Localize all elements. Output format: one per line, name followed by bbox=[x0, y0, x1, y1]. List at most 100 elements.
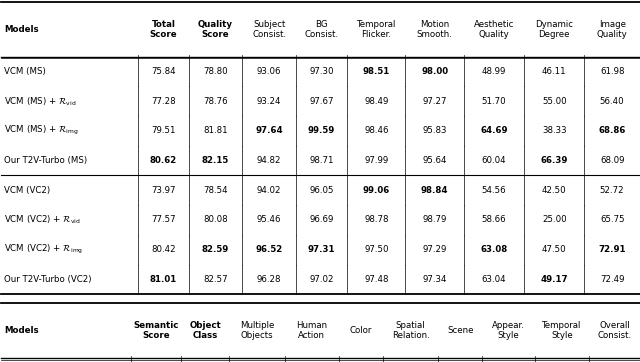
Text: 81.01: 81.01 bbox=[150, 275, 177, 284]
Text: 98.49: 98.49 bbox=[364, 97, 388, 106]
Text: 82.15: 82.15 bbox=[202, 156, 229, 165]
Text: Multiple
Objects: Multiple Objects bbox=[240, 321, 274, 340]
Text: 77.28: 77.28 bbox=[151, 97, 176, 106]
Text: 48.99: 48.99 bbox=[482, 67, 506, 76]
Text: Object
Class: Object Class bbox=[189, 321, 221, 340]
Text: Quality
Score: Quality Score bbox=[198, 20, 233, 39]
Text: 51.70: 51.70 bbox=[482, 97, 506, 106]
Text: 98.79: 98.79 bbox=[422, 215, 447, 224]
Text: 52.72: 52.72 bbox=[600, 186, 625, 195]
Text: Color: Color bbox=[350, 326, 372, 335]
Text: 82.57: 82.57 bbox=[203, 275, 228, 284]
Text: VCM (VC2): VCM (VC2) bbox=[4, 186, 50, 195]
Text: 97.30: 97.30 bbox=[309, 67, 334, 76]
Text: 38.33: 38.33 bbox=[542, 126, 566, 135]
Text: Dynamic
Degree: Dynamic Degree bbox=[535, 20, 573, 39]
Text: VCM (MS) + $\mathcal{R}_{\mathrm{vid}}$: VCM (MS) + $\mathcal{R}_{\mathrm{vid}}$ bbox=[4, 95, 76, 108]
Text: 95.46: 95.46 bbox=[257, 215, 282, 224]
Text: 80.62: 80.62 bbox=[150, 156, 177, 165]
Text: 66.39: 66.39 bbox=[541, 156, 568, 165]
Text: 78.80: 78.80 bbox=[203, 67, 228, 76]
Text: 68.86: 68.86 bbox=[598, 126, 626, 135]
Text: 63.08: 63.08 bbox=[481, 245, 508, 254]
Text: Our T2V-Turbo (VC2): Our T2V-Turbo (VC2) bbox=[4, 275, 92, 284]
Text: 97.27: 97.27 bbox=[422, 97, 447, 106]
Text: 97.64: 97.64 bbox=[255, 126, 283, 135]
Text: 98.78: 98.78 bbox=[364, 215, 388, 224]
Text: Models: Models bbox=[4, 25, 38, 34]
Text: 97.48: 97.48 bbox=[364, 275, 388, 284]
Text: 95.83: 95.83 bbox=[422, 126, 447, 135]
Text: 97.02: 97.02 bbox=[309, 275, 334, 284]
Text: VCM (MS): VCM (MS) bbox=[4, 67, 45, 76]
Text: Overall
Consist.: Overall Consist. bbox=[598, 321, 632, 340]
Text: 99.06: 99.06 bbox=[363, 186, 390, 195]
Text: 60.04: 60.04 bbox=[482, 156, 506, 165]
Text: 81.81: 81.81 bbox=[203, 126, 228, 135]
Text: 94.82: 94.82 bbox=[257, 156, 282, 165]
Text: 65.75: 65.75 bbox=[600, 215, 625, 224]
Text: 78.76: 78.76 bbox=[203, 97, 228, 106]
Text: Spatial
Relation.: Spatial Relation. bbox=[392, 321, 429, 340]
Text: 47.50: 47.50 bbox=[542, 245, 566, 254]
Text: 25.00: 25.00 bbox=[542, 215, 566, 224]
Text: 79.51: 79.51 bbox=[151, 126, 176, 135]
Text: 98.71: 98.71 bbox=[309, 156, 334, 165]
Text: 98.84: 98.84 bbox=[421, 186, 449, 195]
Text: 42.50: 42.50 bbox=[542, 186, 566, 195]
Text: 98.51: 98.51 bbox=[363, 67, 390, 76]
Text: Temporal
Style: Temporal Style bbox=[542, 321, 582, 340]
Text: 49.17: 49.17 bbox=[540, 275, 568, 284]
Text: VCM (VC2) + $\mathcal{R}_{\mathrm{img}}$: VCM (VC2) + $\mathcal{R}_{\mathrm{img}}$ bbox=[4, 243, 83, 256]
Text: 82.59: 82.59 bbox=[202, 245, 229, 254]
Text: 97.31: 97.31 bbox=[308, 245, 335, 254]
Text: 55.00: 55.00 bbox=[542, 97, 566, 106]
Text: 95.64: 95.64 bbox=[422, 156, 447, 165]
Text: 96.52: 96.52 bbox=[255, 245, 283, 254]
Text: 96.05: 96.05 bbox=[309, 186, 334, 195]
Text: 73.97: 73.97 bbox=[151, 186, 176, 195]
Text: 97.50: 97.50 bbox=[364, 245, 388, 254]
Text: 72.49: 72.49 bbox=[600, 275, 625, 284]
Text: Semantic
Score: Semantic Score bbox=[134, 321, 179, 340]
Text: 96.28: 96.28 bbox=[257, 275, 282, 284]
Text: 63.04: 63.04 bbox=[482, 275, 506, 284]
Text: Total
Score: Total Score bbox=[150, 20, 177, 39]
Text: 46.11: 46.11 bbox=[542, 67, 566, 76]
Text: 80.42: 80.42 bbox=[151, 245, 176, 254]
Text: VCM (MS) + $\mathcal{R}_{\mathrm{img}}$: VCM (MS) + $\mathcal{R}_{\mathrm{img}}$ bbox=[4, 125, 79, 138]
Text: 68.09: 68.09 bbox=[600, 156, 625, 165]
Text: VCM (VC2) + $\mathcal{R}_{\mathrm{vid}}$: VCM (VC2) + $\mathcal{R}_{\mathrm{vid}}$ bbox=[4, 214, 81, 226]
Text: 97.34: 97.34 bbox=[422, 275, 447, 284]
Text: 93.24: 93.24 bbox=[257, 97, 282, 106]
Text: 58.66: 58.66 bbox=[482, 215, 506, 224]
Text: 56.40: 56.40 bbox=[600, 97, 625, 106]
Text: 80.08: 80.08 bbox=[203, 215, 228, 224]
Text: Scene: Scene bbox=[447, 326, 474, 335]
Text: Image
Quality: Image Quality bbox=[597, 20, 628, 39]
Text: 96.69: 96.69 bbox=[309, 215, 333, 224]
Text: Aesthetic
Quality: Aesthetic Quality bbox=[474, 20, 514, 39]
Text: 93.06: 93.06 bbox=[257, 67, 282, 76]
Text: 97.29: 97.29 bbox=[422, 245, 447, 254]
Text: 97.67: 97.67 bbox=[309, 97, 334, 106]
Text: 77.57: 77.57 bbox=[151, 215, 176, 224]
Text: 54.56: 54.56 bbox=[482, 186, 506, 195]
Text: 99.59: 99.59 bbox=[308, 126, 335, 135]
Text: BG
Consist.: BG Consist. bbox=[305, 20, 339, 39]
Text: 98.46: 98.46 bbox=[364, 126, 388, 135]
Text: Subject
Consist.: Subject Consist. bbox=[252, 20, 286, 39]
Text: 78.54: 78.54 bbox=[203, 186, 228, 195]
Text: 98.00: 98.00 bbox=[421, 67, 448, 76]
Text: Our T2V-Turbo (MS): Our T2V-Turbo (MS) bbox=[4, 156, 87, 165]
Text: Temporal
Flicker.: Temporal Flicker. bbox=[356, 20, 396, 39]
Text: Human
Action: Human Action bbox=[296, 321, 328, 340]
Text: Motion
Smooth.: Motion Smooth. bbox=[417, 20, 452, 39]
Text: Models: Models bbox=[4, 326, 38, 335]
Text: 72.91: 72.91 bbox=[598, 245, 626, 254]
Text: Appear.
Style: Appear. Style bbox=[492, 321, 525, 340]
Text: 61.98: 61.98 bbox=[600, 67, 625, 76]
Text: 97.99: 97.99 bbox=[364, 156, 388, 165]
Text: 94.02: 94.02 bbox=[257, 186, 282, 195]
Text: 75.84: 75.84 bbox=[151, 67, 176, 76]
